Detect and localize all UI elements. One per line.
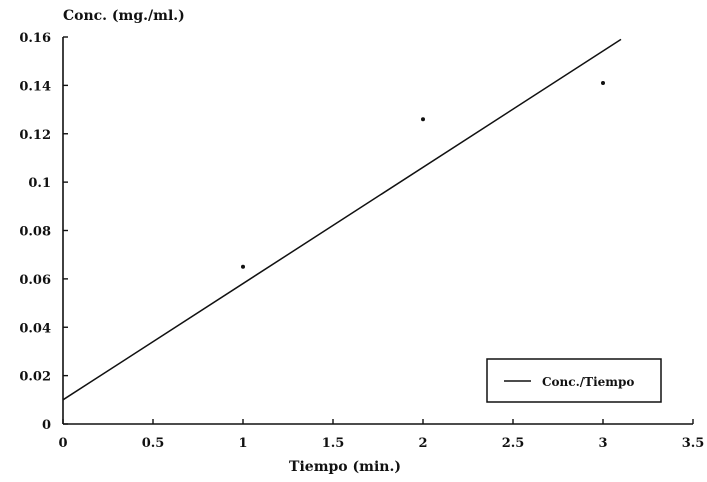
y-tick-label: 0.08 (19, 225, 51, 240)
data-point (241, 264, 245, 269)
x-tick-label: 1.5 (322, 436, 345, 451)
y-ticks: 0 0.02 0.04 0.06 0.08 0.1 0.12 0.14 0.16 (19, 31, 68, 433)
y-axis-title: Conc. (mg./ml.) (63, 8, 185, 24)
trend-line (62, 38, 622, 401)
y-tick-label: 0.02 (19, 370, 51, 385)
x-tick-label: 0.5 (142, 436, 165, 451)
x-axis-title: Tiempo (min.) (289, 459, 401, 475)
x-tick-label: 3 (598, 436, 607, 451)
data-point (421, 117, 425, 122)
y-tick-label: 0.1 (28, 176, 51, 191)
data-point (601, 80, 605, 85)
y-tick-label: 0.12 (19, 128, 51, 143)
x-tick-label: 3.5 (682, 436, 705, 451)
x-tick-label: 1 (238, 436, 247, 451)
y-tick-label: 0 (42, 418, 51, 433)
x-tick-label: 2 (418, 436, 427, 451)
x-tick-label: 0 (58, 436, 67, 451)
y-tick-label: 0.16 (19, 31, 51, 46)
x-ticks: 0 0.5 1 1.5 2 2.5 3 3.5 (58, 419, 704, 451)
plot-marks (62, 38, 622, 401)
y-tick-label: 0.06 (19, 273, 51, 288)
y-tick-label: 0.14 (19, 79, 51, 94)
y-tick-label: 0.04 (19, 321, 51, 336)
legend: Conc./Tiempo (486, 358, 662, 403)
x-tick-label: 2.5 (502, 436, 525, 451)
legend-label: Conc./Tiempo (542, 375, 634, 389)
